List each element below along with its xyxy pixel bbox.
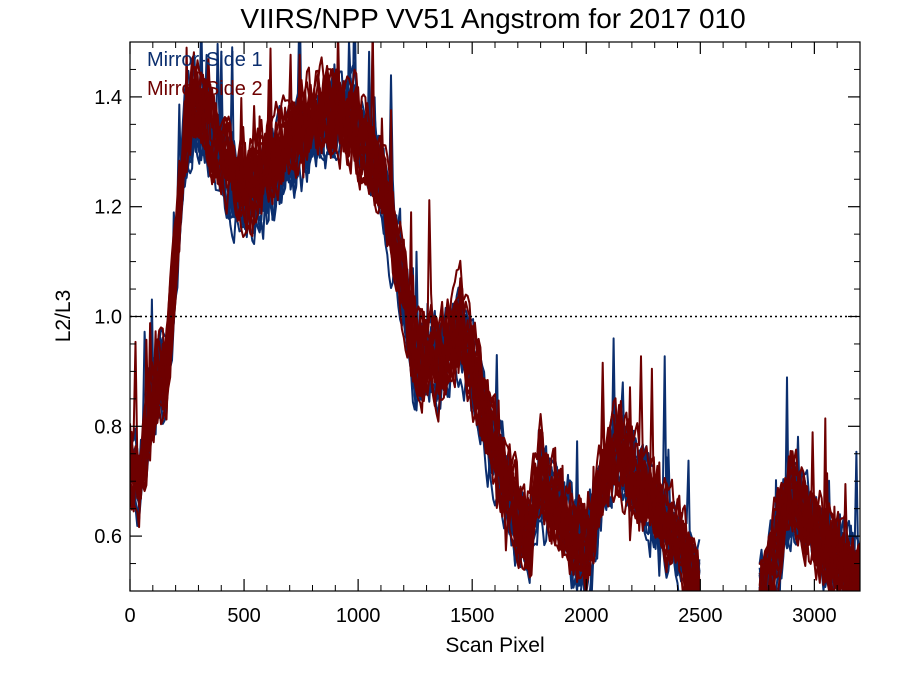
series-2-trace-16 <box>130 51 701 591</box>
y-axis: 0.6 0.8 1.0 1.2 1.4 <box>94 41 860 592</box>
x-tick-label-3000: 3000 <box>792 605 837 627</box>
legend-entry-mirror-side-1: Mirror-Side 1 <box>147 49 263 71</box>
x-axis: 0 500 1000 1500 2000 2500 3000 <box>124 42 861 627</box>
y-tick-label-4: 1.4 <box>94 87 122 109</box>
x-axis-label: Scan Pixel <box>445 634 544 657</box>
x-tick-label-1500: 1500 <box>450 605 495 627</box>
x-tick-label-500: 500 <box>227 605 260 627</box>
x-tick-label-1000: 1000 <box>336 605 381 627</box>
chart-title: VIIRS/NPP VV51 Angstrom for 2017 010 <box>240 3 745 34</box>
series-2-trace-16-tail <box>758 450 860 582</box>
plot-area <box>130 42 860 591</box>
x-tick-label-2000: 2000 <box>564 605 609 627</box>
y-tick-label-0: 0.6 <box>94 526 122 548</box>
series-2-trace-15 <box>130 87 701 585</box>
y-tick-label-3: 1.2 <box>94 197 122 219</box>
y-axis-label: L2/L3 <box>52 290 75 343</box>
series-2 <box>130 42 860 591</box>
legend: Mirror-Side 1 Mirror-Side 2 <box>147 49 263 100</box>
x-tick-label-2500: 2500 <box>678 605 723 627</box>
y-tick-label-1: 0.8 <box>94 416 122 438</box>
legend-entry-mirror-side-2: Mirror-Side 2 <box>147 78 263 100</box>
y-tick-label-2: 1.0 <box>94 307 122 329</box>
x-tick-label-0: 0 <box>124 605 135 627</box>
